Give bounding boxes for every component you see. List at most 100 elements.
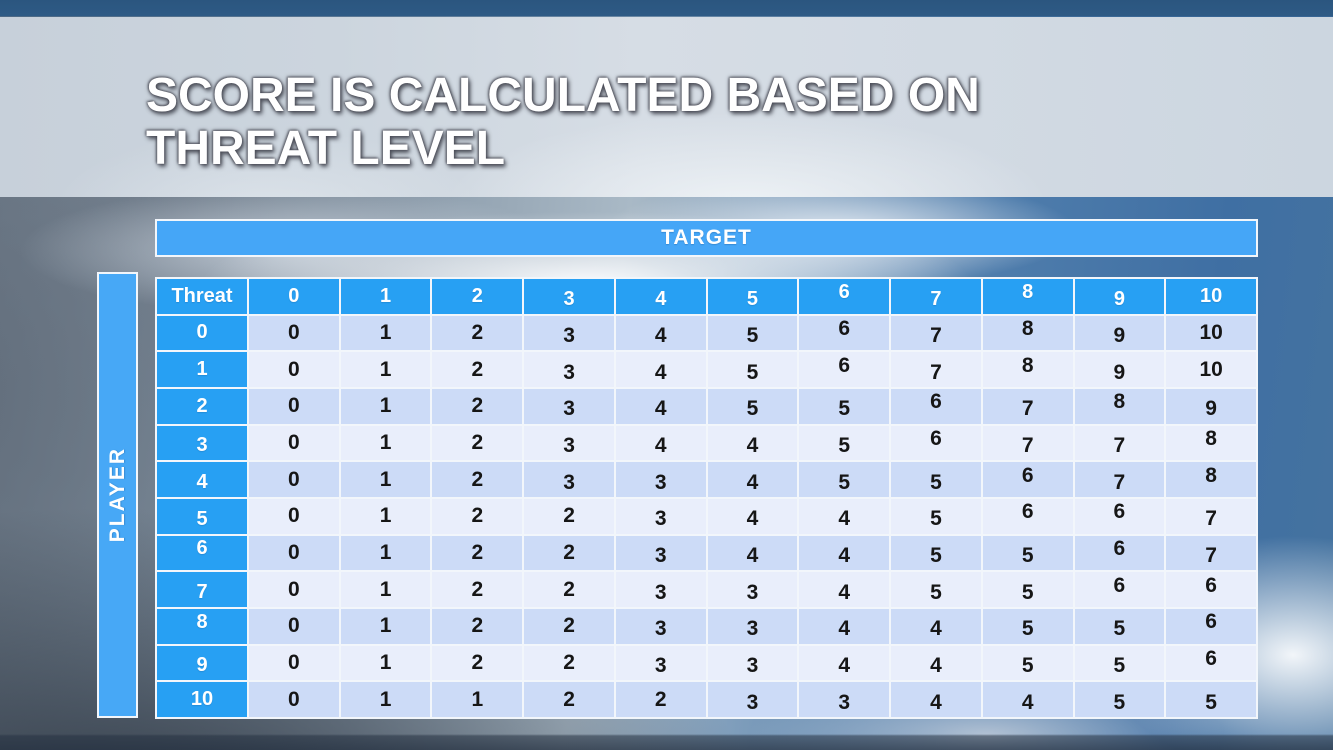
target-column-header: 3 [524,279,614,314]
score-cell: 5 [1074,682,1165,717]
score-cell: 6 [1166,609,1256,644]
score-cell: 5 [1074,645,1165,681]
player-threat-row-header: 3 [157,425,247,461]
score-cell: 6 [799,315,890,351]
score-cell: 6 [1166,572,1256,607]
score-cell: 6 [799,352,890,387]
target-column-header: 4 [615,279,706,314]
player-threat-row-header: 10 [157,682,247,717]
score-cell: 3 [707,682,798,717]
score-cell: 4 [799,499,890,534]
score-cell: 3 [524,425,614,461]
score-cell: 0 [249,535,339,571]
score-cell: 5 [891,572,981,607]
title-band: SCORE IS CALCULATED BASED ON THREAT LEVE… [0,17,1333,197]
score-cell: 1 [340,389,431,424]
title-line-1: SCORE IS CALCULATED BASED ON [146,69,980,122]
score-cell: 0 [249,499,339,534]
player-threat-row-header: 1 [157,352,247,387]
player-threat-row-header: 7 [157,572,247,607]
score-cell: 7 [1166,535,1256,571]
score-cell: 4 [891,682,981,717]
score-cell: 7 [1074,425,1165,461]
score-cell: 4 [615,315,706,351]
score-cell: 5 [891,535,981,571]
score-cell: 1 [340,609,431,644]
target-column-header: 5 [707,279,798,314]
score-cell: 7 [982,389,1073,424]
player-threat-row-header: 5 [157,499,247,534]
score-cell: 0 [249,389,339,424]
target-axis-bar: TARGET [155,219,1258,257]
score-cell: 5 [799,462,890,497]
score-cell: 3 [707,572,798,607]
score-cell: 4 [799,645,890,681]
score-cell: 10 [1166,315,1256,351]
score-cell: 10 [1166,352,1256,387]
player-threat-row-header: 2 [157,389,247,424]
target-column-header: 7 [891,279,981,314]
score-cell: 3 [615,462,706,497]
score-cell: 8 [1166,425,1256,461]
score-cell: 0 [249,425,339,461]
score-cell: 3 [615,572,706,607]
score-cell: 3 [615,535,706,571]
score-matrix-table: Threat 0 1 2 3 4 5 6 7 8 9 10 0 0 1 2 3 4 5 6 7 8 9 10 1 0 1 2 3 4 5 6 7… [155,277,1258,719]
score-cell: 5 [707,352,798,387]
target-column-header: 0 [249,279,339,314]
score-cell: 6 [1074,499,1165,534]
score-cell: 2 [524,572,614,607]
title-line-2: THREAT LEVEL [146,122,506,175]
player-axis-label: PLAYER [105,447,129,543]
score-cell: 2 [524,535,614,571]
score-cell: 3 [524,389,614,424]
score-cell: 5 [982,645,1073,681]
player-threat-row-header: 6 [157,535,247,571]
score-cell: 3 [524,315,614,351]
score-cell: 2 [432,535,523,571]
score-cell: 2 [524,645,614,681]
score-cell: 2 [524,682,614,717]
score-cell: 7 [891,315,981,351]
score-cell: 8 [982,352,1073,387]
score-cell: 4 [891,609,981,644]
score-cell: 0 [249,609,339,644]
score-cell: 9 [1166,389,1256,424]
score-cell: 2 [432,389,523,424]
target-column-header: 6 [799,279,890,314]
score-cell: 5 [707,389,798,424]
slide-title: SCORE IS CALCULATED BASED ON THREAT LEVE… [146,69,980,175]
score-cell: 5 [1166,682,1256,717]
player-threat-row-header: 8 [157,609,247,644]
score-cell: 3 [707,609,798,644]
target-column-header: 1 [340,279,431,314]
score-cell: 6 [982,462,1073,497]
score-cell: 2 [615,682,706,717]
score-cell: 2 [432,645,523,681]
score-cell: 2 [432,425,523,461]
score-cell: 5 [799,425,890,461]
score-cell: 4 [799,572,890,607]
score-cell: 3 [615,645,706,681]
score-cell: 3 [524,352,614,387]
score-cell: 1 [340,499,431,534]
corner-header-threat: Threat [157,279,247,314]
target-column-header: 9 [1074,279,1165,314]
score-cell: 2 [432,572,523,607]
score-cell: 6 [1166,645,1256,681]
score-cell: 2 [524,499,614,534]
score-cell: 1 [432,682,523,717]
score-cell: 5 [982,535,1073,571]
score-cell: 3 [615,499,706,534]
target-column-header: 8 [982,279,1073,314]
score-cell: 6 [982,499,1073,534]
player-threat-row-header: 4 [157,462,247,497]
score-cell: 4 [799,609,890,644]
score-cell: 2 [432,352,523,387]
score-cell: 3 [615,609,706,644]
score-cell: 2 [524,609,614,644]
score-cell: 8 [1074,389,1165,424]
score-cell: 1 [340,462,431,497]
target-column-header: 2 [432,279,523,314]
